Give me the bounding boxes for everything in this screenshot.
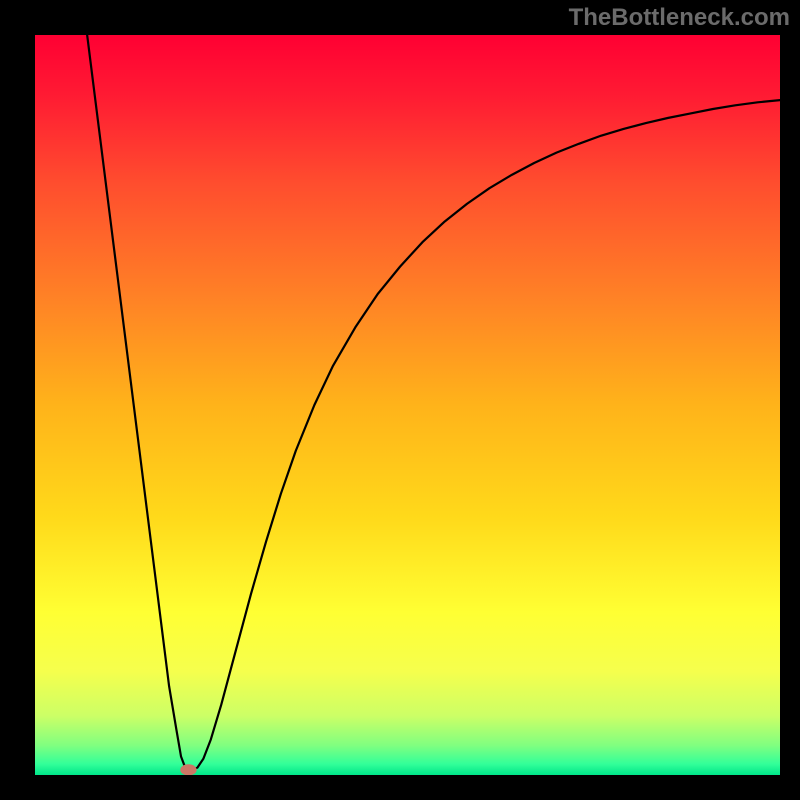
chart-frame: TheBottleneck.com [0,0,800,800]
watermark-text: TheBottleneck.com [569,4,790,32]
minimum-marker [180,764,196,775]
bottleneck-chart [35,35,780,775]
gradient-background [35,35,780,775]
